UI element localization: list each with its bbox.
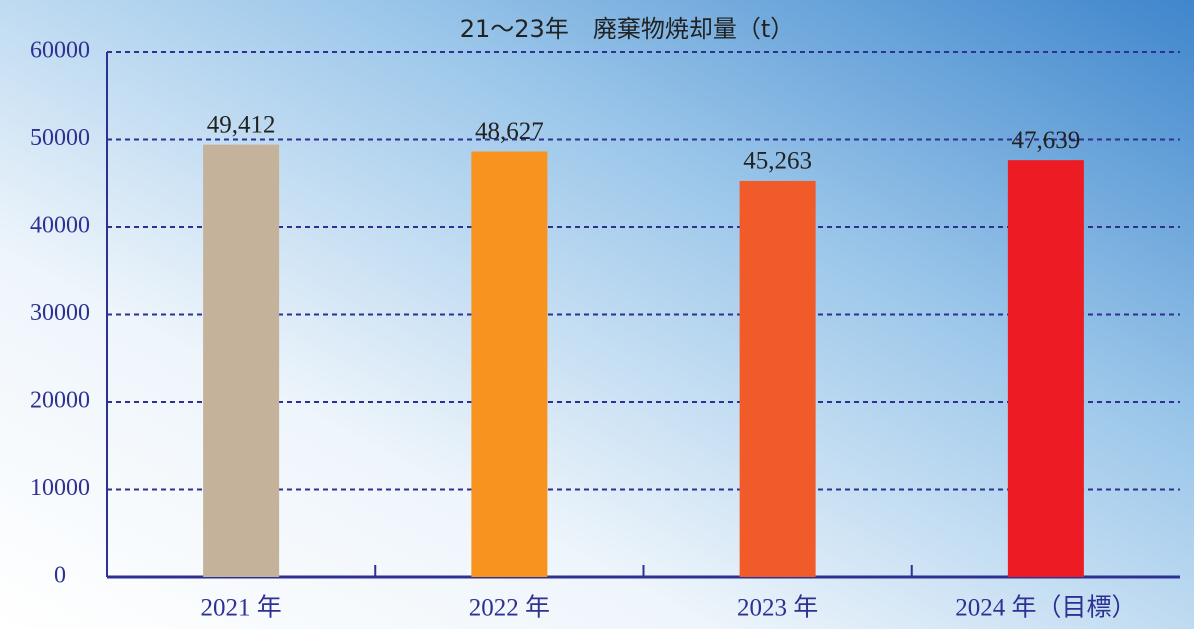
x-tick-label: 2022 年 — [469, 594, 550, 622]
value-label: 48,627 — [475, 118, 544, 145]
value-label: 45,263 — [743, 148, 812, 175]
y-tick-label: 0 — [54, 563, 66, 589]
x-tick-label: 2023 年 — [737, 594, 818, 622]
value-label: 49,412 — [207, 111, 276, 138]
y-tick-label: 60000 — [30, 38, 90, 64]
value-label: 47,639 — [1012, 127, 1081, 154]
bar — [203, 145, 279, 577]
x-tick-label: 2021 年 — [200, 594, 281, 622]
y-tick-label: 10000 — [30, 475, 90, 501]
bar — [740, 181, 816, 577]
y-tick-label: 50000 — [30, 125, 90, 151]
bar — [1008, 160, 1084, 577]
chart: 21〜23年 廃棄物焼却量（t） 0 10000 20000 30000 40000 50… — [0, 0, 1194, 629]
y-tick-label: 30000 — [30, 300, 90, 326]
y-tick-label: 20000 — [30, 388, 90, 414]
y-tick-label: 40000 — [30, 213, 90, 239]
bar — [471, 152, 547, 577]
x-tick-label: 2024 年（目標） — [955, 594, 1136, 622]
chart-title: 21〜23年 廃棄物焼却量（t） — [460, 15, 795, 43]
